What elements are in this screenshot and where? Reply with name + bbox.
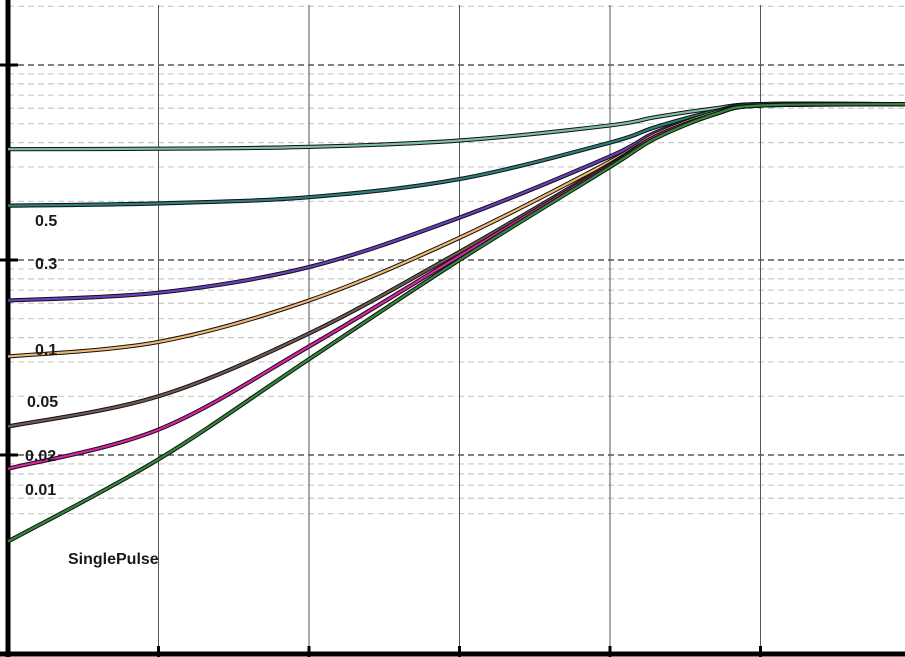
series-labels: 0.5 0.3 0.1 0.05 0.02 0.01 SinglePulse [25,213,159,568]
series-lines [6,101,905,544]
series-line-singlepulse [7,103,905,543]
series-label-0-5: 0.5 [35,213,57,230]
series-label-singlepulse: SinglePulse [68,551,159,568]
series-line-0-02 [7,103,905,428]
series-outline-0-02 [7,102,905,429]
series-label-0-1: 0.1 [35,342,57,359]
series-label-0-3: 0.3 [35,256,57,273]
series-outline-singlepulse [6,102,905,544]
major-gridlines [8,5,905,652]
series-label-0-05: 0.05 [27,394,58,411]
series-outline-0-3 [7,101,905,208]
series-outline-0-01 [7,102,905,471]
series-label-0-02: 0.02 [25,448,56,465]
series-line-0-3 [7,102,905,207]
series-line-0-01 [7,103,905,470]
series-label-0-01: 0.01 [25,482,56,499]
